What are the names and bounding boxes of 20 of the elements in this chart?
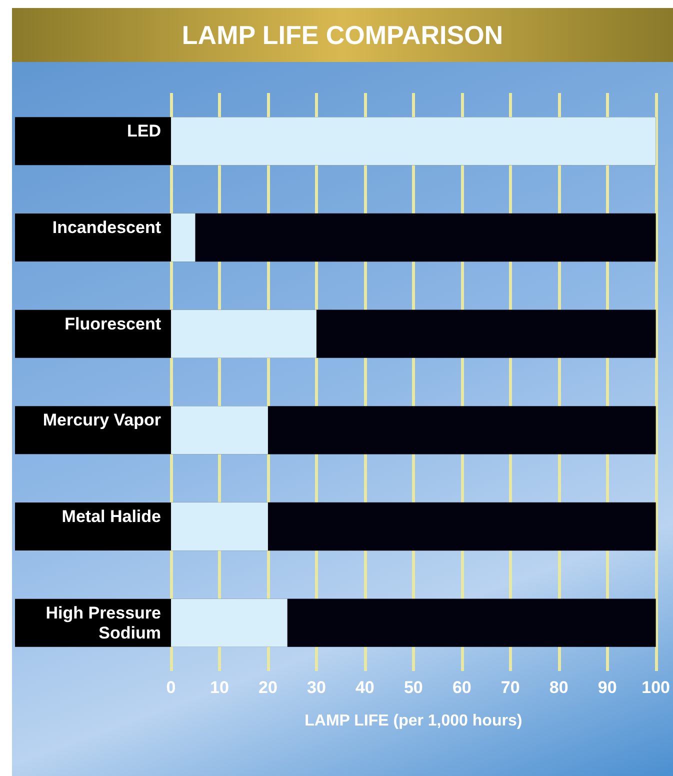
- x-tick-label: 40: [355, 678, 374, 697]
- x-tick-label: 0: [166, 678, 176, 697]
- x-axis-title: LAMP LIFE (per 1,000 hours): [304, 712, 522, 730]
- x-tick-label: 30: [306, 678, 326, 697]
- x-tick-label: 50: [404, 678, 423, 697]
- x-tick-label: 10: [210, 678, 229, 697]
- y-tick-label: Metal Halide: [62, 507, 161, 526]
- x-tick-label: 20: [258, 678, 278, 697]
- x-tick-label: 80: [549, 678, 568, 697]
- y-tick-label: Incandescent: [52, 218, 162, 237]
- x-tick-label: 100: [642, 678, 670, 697]
- y-tick-label: Fluorescent: [64, 314, 162, 334]
- y-tick-label: LED: [127, 122, 161, 141]
- x-tick-label: 70: [500, 678, 520, 697]
- bar: [171, 213, 196, 262]
- y-tick-label: High Pressure Sodium: [46, 603, 161, 642]
- y-tick-label: Mercury Vapor: [42, 410, 162, 430]
- x-tick-label: 90: [598, 678, 617, 697]
- chart-title: LAMP LIFE COMPARISON: [12, 8, 673, 62]
- x-tick-label: 60: [452, 678, 472, 697]
